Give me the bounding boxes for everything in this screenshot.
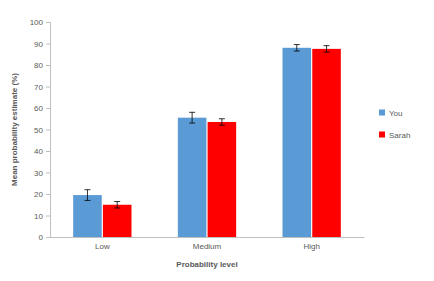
x-tick-label: High	[303, 242, 319, 251]
marks	[73, 45, 341, 237]
y-tick: 100	[30, 18, 50, 27]
y-tick-mark	[46, 65, 50, 66]
x-axis-line	[51, 237, 365, 238]
x-tick-label: Low	[95, 242, 110, 251]
y-axis-line	[46, 23, 51, 238]
y-tick-mark	[46, 22, 50, 23]
y-tick-label: 70	[34, 83, 43, 92]
plot: 0 10 20 30 40 50 60 70 80 90 100 Low Medium High	[30, 18, 365, 251]
error-bar	[189, 112, 195, 123]
y-tick-label: 50	[34, 126, 43, 135]
y-tick-mark	[46, 130, 50, 131]
legend-label: Sarah	[389, 131, 410, 140]
y-tick: 40	[34, 147, 50, 156]
y-tick: 60	[34, 104, 50, 113]
error-bar	[324, 46, 330, 52]
error-bar	[219, 119, 225, 125]
x-axis-title: Probability level	[176, 260, 237, 269]
bar	[208, 122, 237, 237]
bar	[283, 48, 312, 237]
y-tick: 70	[34, 83, 50, 92]
y-tick-label: 60	[34, 104, 43, 113]
x-axis: Low Medium High	[51, 237, 365, 251]
y-tick: 30	[34, 169, 50, 178]
y-tick-mark	[46, 108, 50, 109]
y-tick: 90	[34, 40, 50, 49]
y-tick: 80	[34, 61, 50, 70]
chart: 0 10 20 30 40 50 60 70 80 90 100 Low Medium High Proba…	[0, 0, 434, 281]
y-axis: 0 10 20 30 40 50 60 70 80 90 100	[30, 18, 51, 242]
legend-swatch	[379, 132, 385, 138]
bar	[312, 49, 341, 237]
x-tick: Medium	[193, 237, 222, 251]
y-tick-mark	[46, 237, 50, 238]
y-tick-label: 40	[34, 147, 43, 156]
y-axis-title: Mean probability estimate (%)	[10, 73, 19, 186]
bar	[178, 118, 207, 237]
y-tick-mark	[46, 194, 50, 195]
y-tick-mark	[46, 87, 50, 88]
error-bar	[84, 190, 90, 201]
y-tick-mark	[46, 44, 50, 45]
y-tick-mark	[46, 216, 50, 217]
series	[73, 45, 311, 237]
x-tick: Low	[95, 237, 110, 251]
y-tick: 50	[34, 126, 50, 135]
x-tick: High	[303, 237, 319, 251]
y-tick-mark	[46, 151, 50, 152]
y-tick-label: 30	[34, 169, 43, 178]
y-tick: 20	[34, 190, 50, 199]
y-tick-label: 80	[34, 61, 43, 70]
y-tick-label: 90	[34, 40, 43, 49]
y-tick-label: 20	[34, 190, 43, 199]
y-tick-label: 10	[34, 212, 43, 221]
y-tick-label: 100	[30, 18, 44, 27]
legend: You Sarah	[379, 109, 410, 140]
y-tick: 0	[39, 233, 50, 242]
bar	[73, 195, 102, 237]
error-bar	[294, 45, 300, 51]
legend-label: You	[389, 109, 403, 118]
y-tick: 10	[34, 212, 50, 221]
bar	[103, 205, 132, 237]
x-tick-label: Medium	[193, 242, 222, 251]
error-bar	[114, 202, 120, 208]
y-tick-label: 0	[39, 233, 44, 242]
series	[103, 46, 341, 237]
legend-swatch	[379, 110, 385, 116]
y-tick-mark	[46, 173, 50, 174]
